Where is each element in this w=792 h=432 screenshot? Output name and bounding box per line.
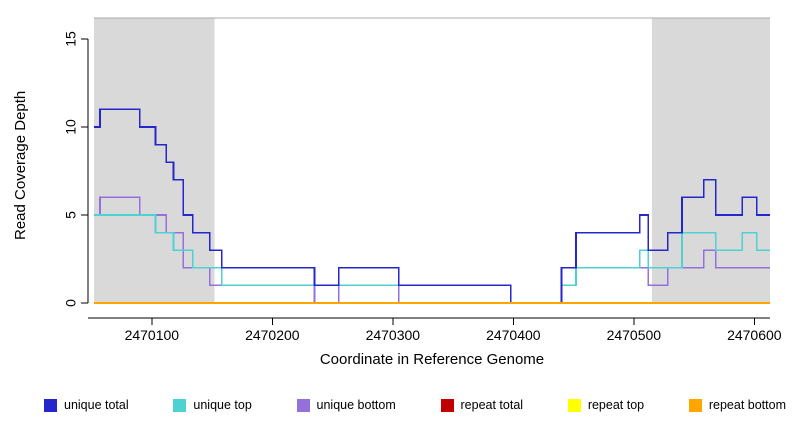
legend-label: unique bottom <box>316 398 396 412</box>
legend-swatch <box>440 398 454 412</box>
x-tick-label: 2470200 <box>245 327 300 343</box>
legend-label: repeat top <box>587 398 645 412</box>
legend-swatch <box>567 398 581 412</box>
legend-label: repeat bottom <box>708 398 786 412</box>
series-unique-total <box>94 108 770 304</box>
y-tick-label: 10 <box>63 119 79 135</box>
legend-swatch <box>688 398 702 412</box>
x-axis-title: Coordinate in Reference Genome <box>319 351 545 368</box>
legend-label: unique top <box>193 398 252 412</box>
legend-swatch <box>44 398 57 412</box>
legend-item-unique-top: unique top <box>173 398 252 412</box>
y-tick-label: 0 <box>63 299 79 307</box>
shaded-region <box>94 18 215 303</box>
y-axis-title: Read Coverage Depth <box>12 90 29 240</box>
legend-swatch <box>296 398 310 412</box>
legend-item-repeat-total: repeat total <box>440 398 524 412</box>
legend-item-unique-bottom: unique bottom <box>296 398 396 412</box>
y-tick-label: 15 <box>63 31 79 47</box>
legend-item-unique-total: unique total <box>44 398 129 412</box>
legend-label: unique total <box>64 398 129 412</box>
series-unique-top <box>94 214 770 304</box>
x-tick-label: 2470600 <box>727 327 782 343</box>
x-tick-label: 2470300 <box>366 327 421 343</box>
legend-swatch <box>173 398 187 412</box>
x-tick-label: 2470100 <box>125 327 180 343</box>
legend-item-repeat-top: repeat top <box>567 398 645 412</box>
shaded-region <box>651 18 770 303</box>
x-tick-label: 2470500 <box>607 327 662 343</box>
legend-item-repeat-bottom: repeat bottom <box>688 398 786 412</box>
coverage-plot: 0 5 10 15 2470100 2470200 2470300 2470400 247050… <box>63 17 782 343</box>
y-tick-label: 5 <box>63 211 79 219</box>
x-tick-label: 2470400 <box>486 327 541 343</box>
legend-label: repeat total <box>460 398 524 412</box>
legend: unique total unique top unique bottom repea… <box>44 398 786 412</box>
